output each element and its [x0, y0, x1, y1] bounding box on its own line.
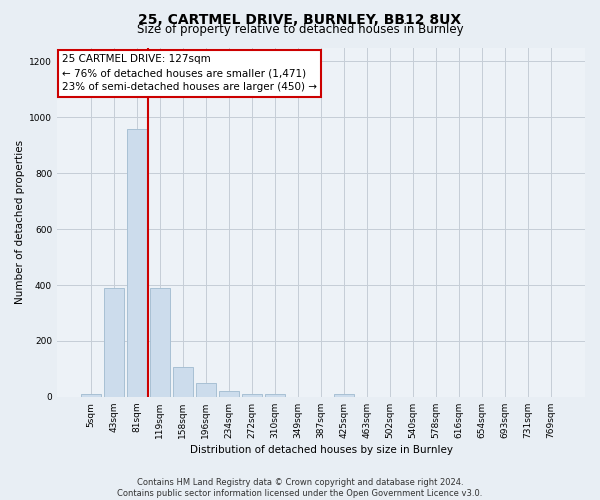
Bar — [150, 288, 170, 397]
Text: 25 CARTMEL DRIVE: 127sqm
← 76% of detached houses are smaller (1,471)
23% of sem: 25 CARTMEL DRIVE: 127sqm ← 76% of detach… — [62, 54, 317, 92]
Text: Contains HM Land Registry data © Crown copyright and database right 2024.
Contai: Contains HM Land Registry data © Crown c… — [118, 478, 482, 498]
Text: Size of property relative to detached houses in Burnley: Size of property relative to detached ho… — [137, 22, 463, 36]
Bar — [173, 368, 193, 397]
Bar — [196, 383, 215, 397]
Y-axis label: Number of detached properties: Number of detached properties — [15, 140, 25, 304]
Text: 25, CARTMEL DRIVE, BURNLEY, BB12 8UX: 25, CARTMEL DRIVE, BURNLEY, BB12 8UX — [139, 12, 461, 26]
Bar — [265, 394, 285, 397]
Bar — [127, 128, 146, 397]
Bar — [242, 394, 262, 397]
X-axis label: Distribution of detached houses by size in Burnley: Distribution of detached houses by size … — [190, 445, 452, 455]
Bar — [104, 288, 124, 397]
Bar — [334, 394, 354, 397]
Bar — [219, 391, 239, 397]
Bar — [81, 394, 101, 397]
